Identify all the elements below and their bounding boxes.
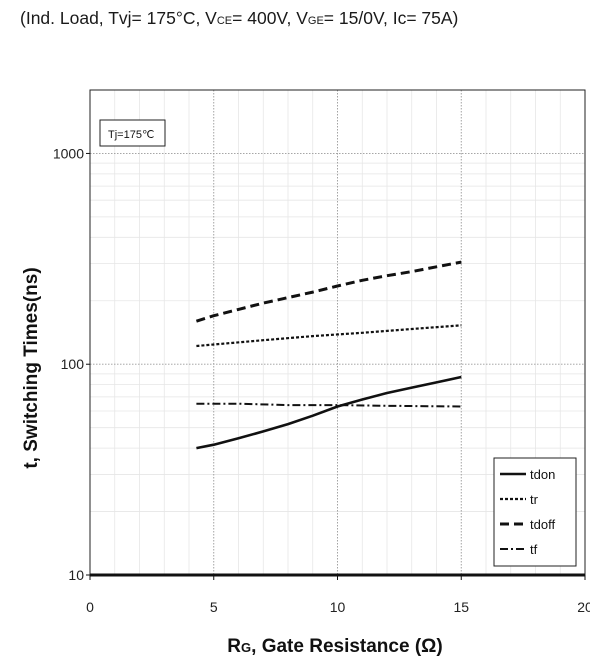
caption-vge-subscript: GE (307, 15, 324, 27)
x-tick-label: 10 (330, 599, 346, 615)
series-layer (195, 260, 462, 450)
legend-label-tdon: tdon (530, 467, 555, 482)
x-axis-title-main: R (227, 636, 241, 657)
tick-labels: 0 5 10 15 20 10 100 1000 (53, 145, 590, 615)
y-axis-title: t, Switching Times(ns) (21, 267, 42, 468)
x-tick-label: 0 (86, 599, 94, 615)
figure-caption: (Ind. Load, Tvj= 175°C, VCE= 400V, VGE= … (20, 6, 580, 33)
caption-part3: = 15/0V, Ic= 75A) (323, 8, 459, 28)
y-tick-label: 100 (61, 356, 85, 372)
y-tick-label: 10 (68, 567, 84, 583)
x-tick-label: 20 (577, 599, 590, 615)
series-line-tf (196, 402, 462, 408)
x-tick-label: 5 (210, 599, 218, 615)
series-line-tdon (196, 375, 462, 450)
legend-label-tf: tf (530, 542, 538, 557)
annotation-box (99, 119, 166, 147)
x-axis-title-rest: , Gate Resistance (Ω) (251, 636, 443, 657)
caption-vce-subscript: CE (216, 15, 233, 27)
series-line-tr (196, 324, 462, 348)
x-axis-title-subscript: G (241, 640, 251, 655)
x-axis-title: RG, Gate Resistance (Ω) (227, 636, 442, 657)
major-grid (90, 90, 585, 575)
legend: tdon tr tdoff tf (493, 457, 577, 567)
annotation-text: Tj=175℃ (108, 129, 154, 141)
caption-part2: = 400V, V (232, 8, 308, 28)
series-line-tdoff (195, 260, 462, 323)
legend-label-tdoff: tdoff (530, 517, 555, 532)
legend-items: tdon tr tdoff tf (500, 467, 555, 557)
caption-part1: (Ind. Load, Tvj= 175°C, V (20, 8, 217, 28)
y-tick-label: 1000 (53, 145, 84, 161)
x-tick-label: 15 (453, 599, 469, 615)
legend-label-tr: tr (530, 492, 539, 507)
